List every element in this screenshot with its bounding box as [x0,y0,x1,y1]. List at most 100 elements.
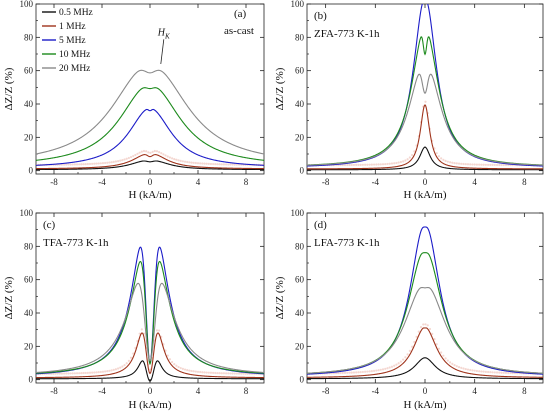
series-scatter-point [110,161,113,164]
series-scatter-point [379,368,382,371]
y-tick-label: 20 [24,132,34,142]
series-scatter-point [119,366,122,369]
series-scatter-point [361,163,364,166]
series-scatter-point [386,367,389,370]
series-scatter-point [346,163,349,167]
series-group [307,226,543,380]
series-scatter-point [446,359,449,362]
x-tick-label: 4 [196,177,201,187]
y-tick-label: 100 [20,208,34,218]
series-scatter-point [170,360,174,364]
series-scatter-point [145,150,148,153]
series-scatter-point [108,369,111,372]
series-scatter-point [69,372,72,375]
series-scatter-point [390,162,394,165]
series-scatter-point [203,162,206,165]
series-scatter-point [419,326,423,329]
series-scatter-point [227,372,230,375]
series-scatter-point [393,364,396,367]
series-scatter-point [231,372,234,375]
series-scatter-point [413,340,416,344]
series-scatter-point [433,338,436,341]
series-scatter-point [140,150,143,153]
series-scatter-point [73,372,76,375]
series-scatter-point [233,372,236,375]
series-scatter-point [495,371,499,374]
x-axis-label: H (kA/m) [403,189,446,201]
series-scatter-point [428,327,432,331]
series-scatter-point [352,371,356,374]
y-tick-label: 0 [29,166,34,176]
series-line-1-mhz [36,332,264,379]
series-scatter-point [413,150,416,153]
series-scatter-point [183,160,187,163]
series-scatter-point [370,370,373,373]
series-scatter-point [466,163,470,166]
series-scatter-point [231,163,234,166]
series-scatter-point [372,369,376,372]
series-scatter-point [205,371,208,374]
series-line-1-mhz [307,327,543,378]
series-scatter-point [218,163,221,166]
y-axis-label: ΔZ/Z (%) [3,276,15,319]
series-scatter-point [386,162,389,166]
series-scatter-point [149,151,152,154]
series-scatter-point [129,356,133,359]
series-scatter-point [199,370,202,374]
series-scatter-point [177,365,180,369]
series-scatter-point [244,372,247,375]
series-scatter-point [511,372,514,375]
series-line-5-mhz [36,108,264,166]
series-scatter-point [442,158,445,161]
series-scatter-point [440,157,443,160]
series-scatter-point [368,163,371,166]
y-tick-label: 80 [24,241,34,251]
series-scatter-point [82,371,85,375]
series-scatter-point [155,329,159,332]
series-scatter-point [422,323,425,326]
series-scatter-point [155,150,159,153]
series-scatter-point [186,160,189,164]
series-scatter-point [222,372,226,375]
series-line-5-mhz [36,246,264,375]
x-tick-label: 8 [244,386,249,396]
series-scatter-point [462,162,465,166]
hk-annotation-sub: K [164,32,170,40]
series-scatter-point [194,161,197,165]
series-scatter-point [350,163,353,167]
series-scatter-point [375,369,378,372]
series-scatter-point [214,163,217,166]
series-line-20-mhz [307,73,543,166]
x-tick-label: 4 [196,386,201,396]
y-tick-label: 60 [24,275,34,285]
series-scatter-point [491,371,494,374]
series-line-1-mhz [307,104,543,170]
series-scatter-point [381,368,385,371]
series-scatter-point [73,163,76,166]
series-scatter-point [415,335,418,338]
series-scatter-point [186,369,189,372]
series-scatter-point [341,163,344,167]
series-scatter-point [123,158,126,161]
series-scatter-point [408,349,411,352]
series-scatter-point [390,365,394,368]
series-scatter-point [498,371,501,374]
series-scatter-point [424,323,427,326]
series-scatter-point [67,372,70,375]
series-scatter-point [153,149,156,153]
x-tick-label: 8 [522,386,527,396]
series-scatter-point [493,371,496,374]
x-axis-label: H (kA/m) [403,399,446,411]
series-scatter-point [235,372,238,375]
legend-label: 0.5 MHz [59,8,93,18]
series-scatter-point [101,162,105,165]
series-scatter-point [406,353,409,356]
series-scatter-point [65,372,68,375]
series-scatter-point [495,163,499,167]
series-scatter-point [489,371,492,374]
series-scatter-point [393,162,396,165]
series-scatter-point [138,151,141,154]
series-line-0-5-mhz [36,160,264,171]
series-scatter-point [493,163,496,167]
